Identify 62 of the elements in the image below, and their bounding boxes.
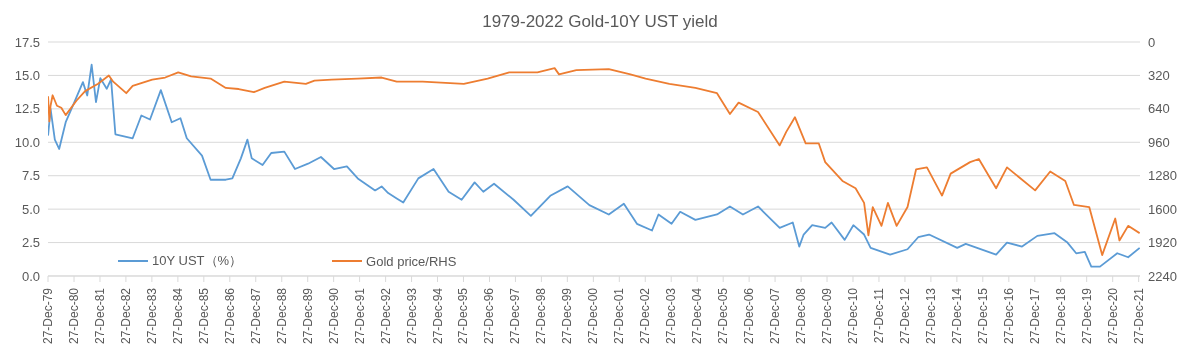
y2-tick-label: 1600 bbox=[1148, 201, 1177, 217]
x-tick-label: 27-Dec-79 bbox=[41, 287, 55, 345]
x-tick-label: 27-Dec-03 bbox=[664, 287, 679, 345]
x-tick-label: 27-Dec-91 bbox=[352, 287, 367, 345]
x-tick-label: 27-Dec-15 bbox=[975, 287, 990, 345]
x-tick-label: 27-Dec-96 bbox=[482, 287, 497, 345]
y-tick-label: 2.5 bbox=[21, 235, 40, 251]
x-tick-label: 27-Dec-94 bbox=[430, 287, 445, 345]
y2-tick-label: 960 bbox=[1148, 134, 1170, 150]
x-tick-label: 27-Dec-08 bbox=[794, 287, 809, 345]
x-tick-label: 27-Dec-92 bbox=[378, 287, 393, 345]
x-tick-label: 27-Dec-85 bbox=[196, 287, 211, 345]
x-tick-label: 27-Dec-11 bbox=[871, 287, 886, 344]
x-tick-label: 27-Dec-09 bbox=[820, 287, 835, 345]
x-tick-label: 27-Dec-10 bbox=[845, 287, 860, 345]
x-tick-label: 27-Dec-05 bbox=[716, 287, 731, 345]
x-tick-label: 27-Dec-97 bbox=[508, 287, 523, 345]
x-tick-label: 27-Dec-04 bbox=[690, 287, 705, 345]
x-tick-label: 27-Dec-87 bbox=[248, 287, 263, 345]
x-tick-label: 27-Dec-80 bbox=[67, 287, 82, 345]
x-tick-label: 27-Dec-12 bbox=[897, 287, 912, 345]
x-tick-label: 27-Dec-88 bbox=[274, 287, 289, 345]
y2-tick-label: 320 bbox=[1148, 68, 1170, 84]
x-tick-label: 27-Dec-13 bbox=[923, 287, 938, 345]
x-tick-label: 27-Dec-06 bbox=[742, 287, 757, 345]
x-tick-label: 27-Dec-14 bbox=[949, 287, 964, 345]
y-tick-label: 5.0 bbox=[21, 201, 40, 217]
x-tick-label: 27-Dec-86 bbox=[222, 287, 237, 345]
chart-title: 1979-2022 Gold-10Y UST yield bbox=[481, 12, 719, 32]
x-tick-label: 27-Dec-99 bbox=[560, 287, 575, 345]
x-tick-label: 27-Dec-00 bbox=[586, 287, 601, 345]
x-tick-label: 27-Dec-83 bbox=[144, 287, 159, 345]
y2-tick-label: 1280 bbox=[1148, 168, 1177, 184]
y2-tick-label: 1920 bbox=[1148, 235, 1177, 251]
y-tick-label: 0.0 bbox=[21, 268, 40, 284]
y-tick-label: 15.0 bbox=[14, 68, 40, 84]
y2-tick-label: 2240 bbox=[1148, 268, 1177, 284]
x-tick-label: 27-Dec-20 bbox=[1105, 287, 1120, 345]
x-tick-label: 27-Dec-95 bbox=[456, 287, 471, 345]
x-tick-label: 27-Dec-16 bbox=[1001, 287, 1016, 345]
x-tick-label: 27-Dec-93 bbox=[404, 287, 419, 345]
x-tick-label: 27-Dec-82 bbox=[118, 287, 133, 345]
x-tick-label: 27-Dec-90 bbox=[326, 287, 341, 345]
x-tick-label: 27-Dec-98 bbox=[534, 287, 549, 345]
x-tick-label: 27-Dec-02 bbox=[638, 287, 653, 345]
y-tick-label: 17.5 bbox=[14, 34, 40, 50]
legend-label: 10Y UST（%） bbox=[152, 252, 243, 270]
x-tick-label: 27-Dec-07 bbox=[768, 287, 783, 345]
x-tick-label: 27-Dec-21 bbox=[1131, 287, 1146, 345]
y2-tick-label: 0 bbox=[1148, 34, 1156, 50]
x-tick-label: 27-Dec-81 bbox=[92, 287, 107, 345]
x-tick-label: 27-Dec-18 bbox=[1053, 287, 1068, 345]
x-tick-label: 27-Dec-84 bbox=[170, 287, 185, 345]
y2-tick-label: 640 bbox=[1148, 101, 1170, 117]
y-tick-label: 10.0 bbox=[14, 134, 40, 150]
y-tick-label: 12.5 bbox=[14, 101, 40, 117]
y-tick-label: 7.5 bbox=[21, 168, 40, 184]
x-tick-label: 27-Dec-01 bbox=[612, 287, 627, 345]
legend-label: Gold price/RHS bbox=[366, 253, 457, 269]
x-tick-label: 27-Dec-19 bbox=[1079, 287, 1094, 345]
x-tick-label: 27-Dec-89 bbox=[300, 287, 315, 345]
x-tick-label: 27-Dec-17 bbox=[1027, 287, 1042, 345]
